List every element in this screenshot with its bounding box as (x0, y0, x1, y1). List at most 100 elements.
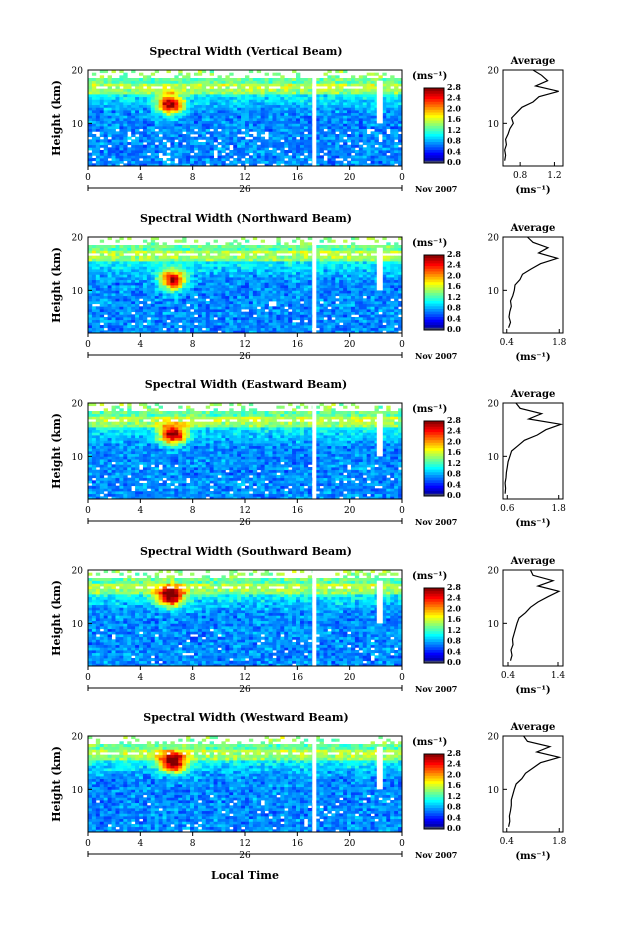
heatmap-cell (103, 298, 109, 302)
heatmap-cell (288, 274, 293, 278)
heatmap-cell (350, 279, 356, 283)
heatmap-cell (331, 266, 336, 270)
heatmap-cell (205, 282, 211, 286)
heatmap-cell (307, 152, 313, 156)
heatmap-cell (182, 290, 187, 294)
heatmap-cell (347, 120, 352, 124)
heatmap-cell (170, 163, 175, 167)
heatmap-cell (264, 298, 269, 302)
heatmap-cell (201, 155, 207, 159)
heatmap-cell (111, 78, 116, 82)
heatmap-cell (174, 322, 179, 326)
heatmap-cell (319, 309, 324, 313)
heatmap-cell (182, 255, 187, 259)
heatmap-cell (91, 322, 97, 326)
heatmap-cell (193, 330, 199, 334)
heatmap-cell (276, 258, 281, 262)
heatmap-cell (127, 314, 132, 318)
heatmap-cell (339, 295, 344, 299)
heatmap-cell (225, 274, 230, 278)
heatmap-cell (343, 104, 348, 108)
heatmap-cell (91, 266, 97, 270)
heatmap-cell (174, 115, 179, 119)
heatmap-cell (354, 269, 360, 273)
heatmap-cell (111, 80, 116, 84)
heatmap-cell (225, 303, 230, 307)
heatmap-cell (339, 78, 344, 82)
heatmap-cell (107, 99, 112, 103)
heatmap-cell (284, 250, 289, 254)
heatmap-cell (370, 144, 375, 148)
heatmap-cell (139, 269, 144, 273)
heatmap-cell (335, 327, 340, 331)
heatmap-cell (142, 118, 148, 122)
heatmap-cell (327, 88, 332, 92)
heatmap-cell (170, 319, 175, 323)
heatmap-cell (197, 72, 203, 76)
heatmap-cell (88, 123, 93, 127)
heatmap-cell (245, 266, 250, 270)
heatmap-cell (88, 131, 93, 135)
heatmap-cell (264, 112, 269, 116)
heatmap-cell (284, 104, 289, 108)
heatmap-cell (193, 126, 199, 130)
heatmap-cell (358, 330, 364, 334)
heatmap-cell (288, 317, 293, 321)
heatmap-cell (378, 163, 383, 167)
heatmap-cell (127, 287, 132, 291)
heatmap-cell (186, 102, 191, 106)
heatmap-cell (327, 134, 332, 138)
heatmap-cell (248, 86, 254, 90)
heatmap-cell (366, 263, 372, 267)
heatmap-cell (374, 102, 379, 106)
heatmap-cell (139, 144, 144, 148)
heatmap-cell (99, 314, 105, 318)
heatmap-cell (142, 163, 148, 167)
heatmap-cell (347, 250, 352, 254)
heatmap-cell (135, 301, 140, 305)
heatmap-cell (178, 295, 183, 299)
heatmap-cell (350, 269, 356, 273)
heatmap-cell (190, 295, 195, 299)
heatmap-cell (91, 245, 97, 249)
heatmap-cell (256, 112, 262, 116)
heatmap-cell (354, 301, 360, 305)
heatmap-cell (205, 327, 211, 331)
heatmap-cell (139, 319, 144, 323)
heatmap-cell (233, 142, 238, 146)
heatmap-cell (331, 314, 336, 318)
heatmap-cell (276, 322, 281, 326)
heatmap-cell (284, 152, 289, 156)
heatmap-cell (186, 306, 191, 310)
heatmap-cell (233, 261, 238, 265)
heatmap-cell (362, 255, 368, 259)
heatmap-cell (127, 269, 132, 273)
heatmap-cell (370, 266, 375, 270)
heatmap-cell (299, 107, 305, 111)
heatmap-cell (154, 155, 160, 159)
heatmap-cell (99, 253, 105, 257)
heatmap-cell (339, 319, 344, 323)
heatmap-cell (284, 298, 289, 302)
heatmap-cell (162, 242, 167, 246)
heatmap-cell (327, 277, 332, 281)
heatmap-cell (166, 99, 171, 103)
heatmap-cell (229, 110, 234, 114)
heatmap-cell (276, 158, 281, 162)
heatmap-cell (201, 131, 207, 135)
heatmap-cell (221, 325, 226, 329)
heatmap-cell (264, 163, 269, 167)
heatmap-cell (331, 123, 336, 127)
heatmap-cell (241, 255, 246, 259)
heatmap-cell (366, 136, 372, 140)
heatmap-cell (276, 303, 281, 307)
heatmap-cell (331, 144, 336, 148)
colorbar-frame (423, 87, 445, 164)
heatmap-cell (111, 285, 116, 289)
heatmap-cell (209, 86, 215, 90)
heatmap-cell (233, 327, 238, 331)
heatmap-cell (88, 86, 93, 90)
heatmap-cell (154, 303, 160, 307)
heatmap-cell (303, 325, 309, 329)
colorbar-swatch (424, 146, 444, 151)
